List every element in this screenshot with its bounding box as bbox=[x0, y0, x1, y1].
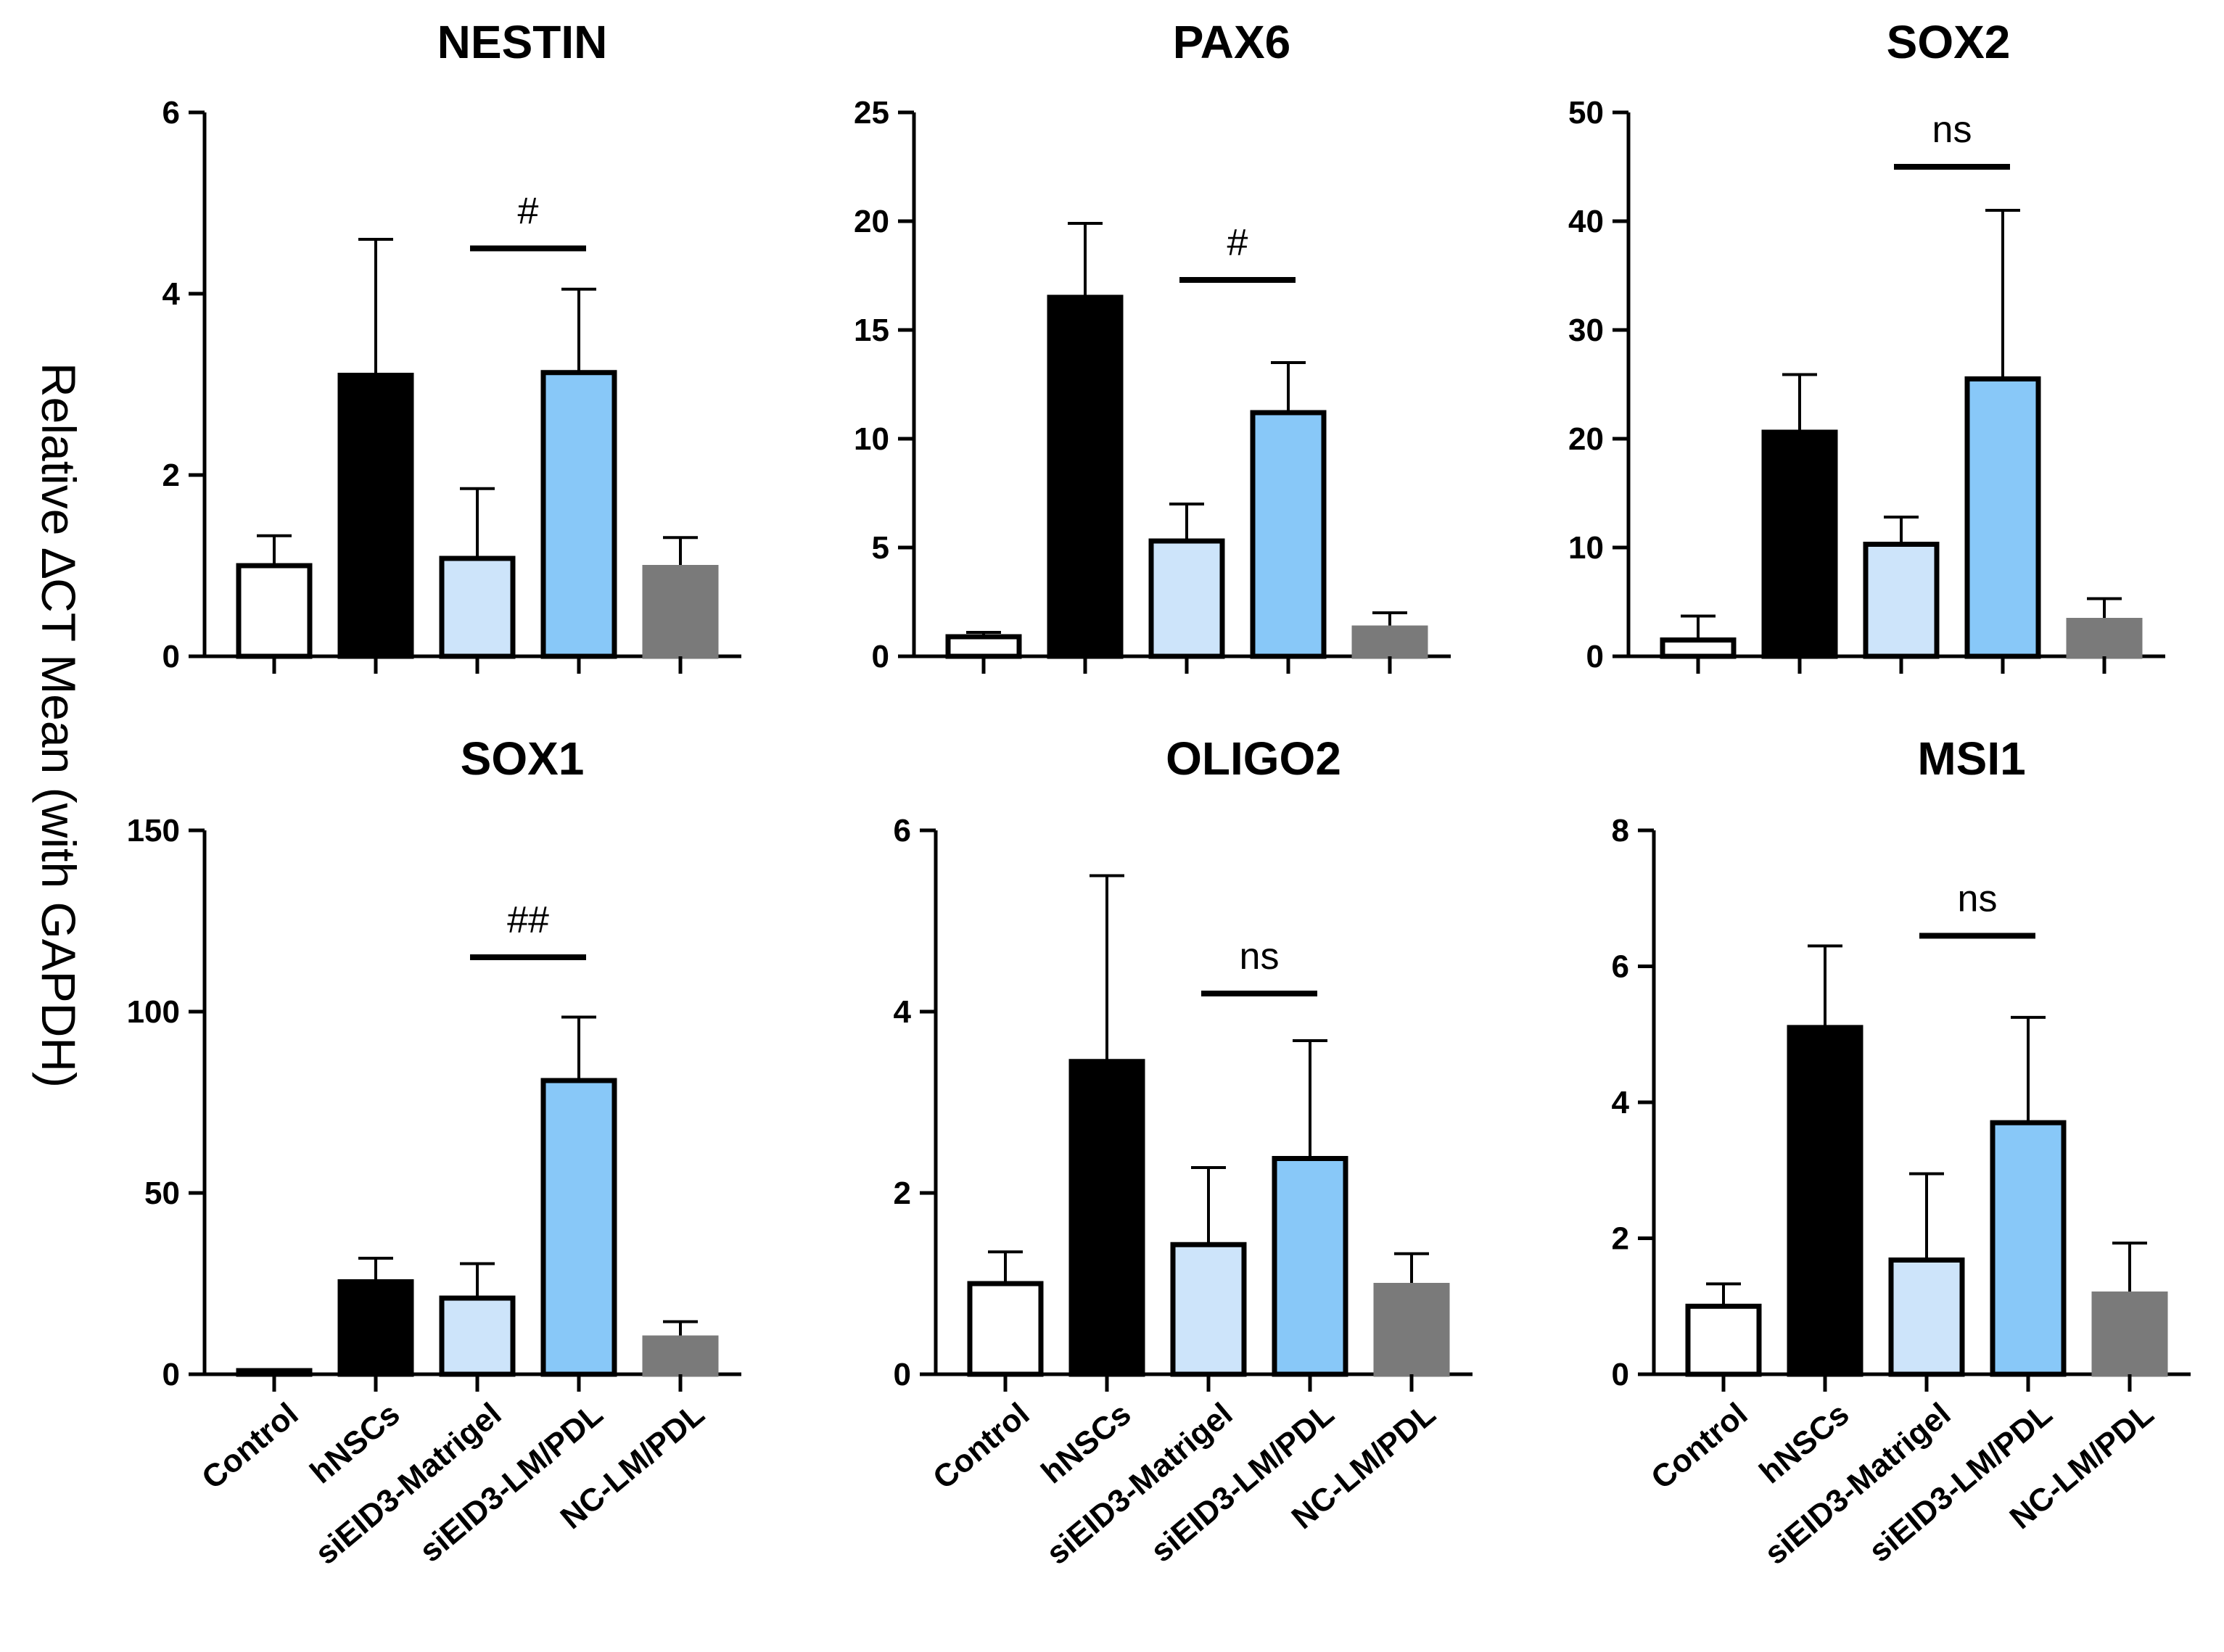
bar-nc-lm-pdl bbox=[2066, 618, 2143, 659]
bar-nc-lm-pdl bbox=[642, 565, 719, 659]
bar-control bbox=[967, 1281, 1044, 1377]
panels-group: NESTIN0246#PAX60510152025#SOX20102030405… bbox=[127, 16, 2191, 1572]
y-axis-label: Relative ∆CT Mean (with GAPDH) bbox=[32, 363, 86, 1088]
chart-panel-oligo2: OLIGO20246ControlhNSCssiEID3-MatrigelsiE… bbox=[894, 732, 1473, 1572]
bar-sieid3-matrigel bbox=[439, 556, 516, 659]
chart-panel-nestin: NESTIN 0 2 4 6 # bbox=[162, 16, 741, 674]
y-tick-label: 6 bbox=[894, 813, 911, 848]
chart-title: MSI1 bbox=[1917, 732, 2025, 785]
category-label: siEID3-Matrigel bbox=[1758, 1396, 1957, 1572]
bar-sieid3-lm-pdl bbox=[1990, 1120, 2067, 1377]
y-tick-label: 5 bbox=[872, 530, 889, 566]
y-tick-label: 8 bbox=[1612, 813, 1629, 848]
category-label: Control bbox=[195, 1396, 305, 1496]
chart-title: SOX1 bbox=[461, 732, 585, 785]
bar-sieid3-lm-pdl bbox=[540, 370, 617, 659]
y-tick-label: 20 bbox=[854, 204, 889, 239]
bar-hnscs bbox=[1761, 429, 1838, 659]
y-tick-label: 50 bbox=[1568, 95, 1604, 131]
category-label: siEID3-Matrigel bbox=[308, 1396, 508, 1572]
y-tick-label: 0 bbox=[1586, 639, 1604, 674]
chart-panel-sox2: SOX2 0 10 20 30 40 50 ns bbox=[1568, 16, 2165, 674]
y-tick-label: 2 bbox=[1612, 1221, 1629, 1257]
bar-hnscs bbox=[1047, 294, 1124, 659]
bar-hnscs bbox=[1787, 1025, 1863, 1377]
significance-label: ns bbox=[1958, 877, 1998, 920]
y-tick-label: 20 bbox=[1568, 421, 1604, 457]
bar-control bbox=[1685, 1303, 1762, 1377]
y-tick-label: 30 bbox=[1568, 313, 1604, 348]
chart-panel-pax6: PAX6 0 5 10 15 20 25 # bbox=[854, 16, 1451, 674]
y-tick-label: 100 bbox=[127, 994, 180, 1030]
bar-sieid3-matrigel bbox=[1148, 538, 1225, 659]
y-tick-label: 0 bbox=[1612, 1357, 1629, 1392]
bar-hnscs bbox=[337, 1279, 414, 1377]
chart-panel-msi1: MSI102468ControlhNSCssiEID3-MatrigelsiEI… bbox=[1612, 732, 2191, 1572]
bar-hnscs bbox=[337, 373, 414, 659]
y-tick-label: 4 bbox=[894, 994, 912, 1030]
y-tick-label: 150 bbox=[127, 813, 180, 848]
bar-sieid3-lm-pdl bbox=[540, 1078, 617, 1377]
y-tick-label: 0 bbox=[872, 639, 889, 674]
bar-sieid3-matrigel bbox=[1888, 1257, 1965, 1377]
bar-sieid3-matrigel bbox=[1863, 542, 1940, 659]
y-tick-label: 25 bbox=[854, 95, 889, 131]
y-tick-label: 50 bbox=[144, 1176, 180, 1211]
significance-label: # bbox=[1227, 222, 1248, 264]
category-label: siEID3-LM/PDL bbox=[1862, 1396, 2059, 1569]
y-tick-label: 0 bbox=[162, 639, 180, 674]
category-label: Control bbox=[1644, 1396, 1754, 1496]
chart-title: OLIGO2 bbox=[1166, 732, 1341, 785]
bar-nc-lm-pdl bbox=[1351, 625, 1428, 659]
category-label: Control bbox=[926, 1396, 1036, 1496]
bar-control bbox=[1660, 637, 1737, 659]
significance-label: ## bbox=[507, 899, 549, 941]
chart-title: SOX2 bbox=[1887, 16, 2011, 68]
bar-control bbox=[236, 1368, 313, 1377]
chart-title: PAX6 bbox=[1173, 16, 1290, 68]
bar-sieid3-lm-pdl bbox=[1964, 376, 2041, 659]
y-tick-label: 4 bbox=[162, 276, 181, 312]
y-tick-label: 0 bbox=[894, 1357, 911, 1392]
bar-control bbox=[236, 563, 313, 659]
bar-sieid3-matrigel bbox=[439, 1295, 516, 1377]
bar-sieid3-matrigel bbox=[1170, 1242, 1247, 1377]
chart-panel-sox1: SOX1050100150ControlhNSCssiEID3-Matrigel… bbox=[127, 732, 741, 1572]
y-tick-label: 2 bbox=[162, 458, 180, 493]
category-label: siEID3-LM/PDL bbox=[1144, 1396, 1340, 1569]
bar-nc-lm-pdl bbox=[1373, 1283, 1450, 1377]
y-tick-label: 6 bbox=[162, 95, 180, 131]
bar-control bbox=[945, 634, 1022, 659]
chart-title: NESTIN bbox=[437, 16, 608, 68]
bar-hnscs bbox=[1068, 1059, 1145, 1377]
category-label: siEID3-Matrigel bbox=[1039, 1396, 1239, 1572]
bar-nc-lm-pdl bbox=[642, 1335, 719, 1377]
category-label: siEID3-LM/PDL bbox=[413, 1396, 609, 1569]
y-tick-label: 15 bbox=[854, 313, 889, 348]
bar-sieid3-lm-pdl bbox=[1250, 410, 1327, 659]
y-tick-label: 4 bbox=[1612, 1085, 1630, 1120]
y-tick-label: 6 bbox=[1612, 949, 1629, 985]
significance-label: ns bbox=[1240, 936, 1280, 978]
significance-label: # bbox=[518, 191, 539, 233]
y-tick-label: 40 bbox=[1568, 204, 1604, 239]
significance-label: ns bbox=[1932, 109, 1972, 151]
bar-sieid3-lm-pdl bbox=[1272, 1156, 1348, 1377]
bar-nc-lm-pdl bbox=[2091, 1291, 2168, 1377]
y-tick-label: 10 bbox=[854, 421, 889, 457]
y-tick-label: 0 bbox=[162, 1357, 180, 1392]
y-tick-label: 10 bbox=[1568, 530, 1604, 566]
y-tick-label: 2 bbox=[894, 1176, 911, 1211]
